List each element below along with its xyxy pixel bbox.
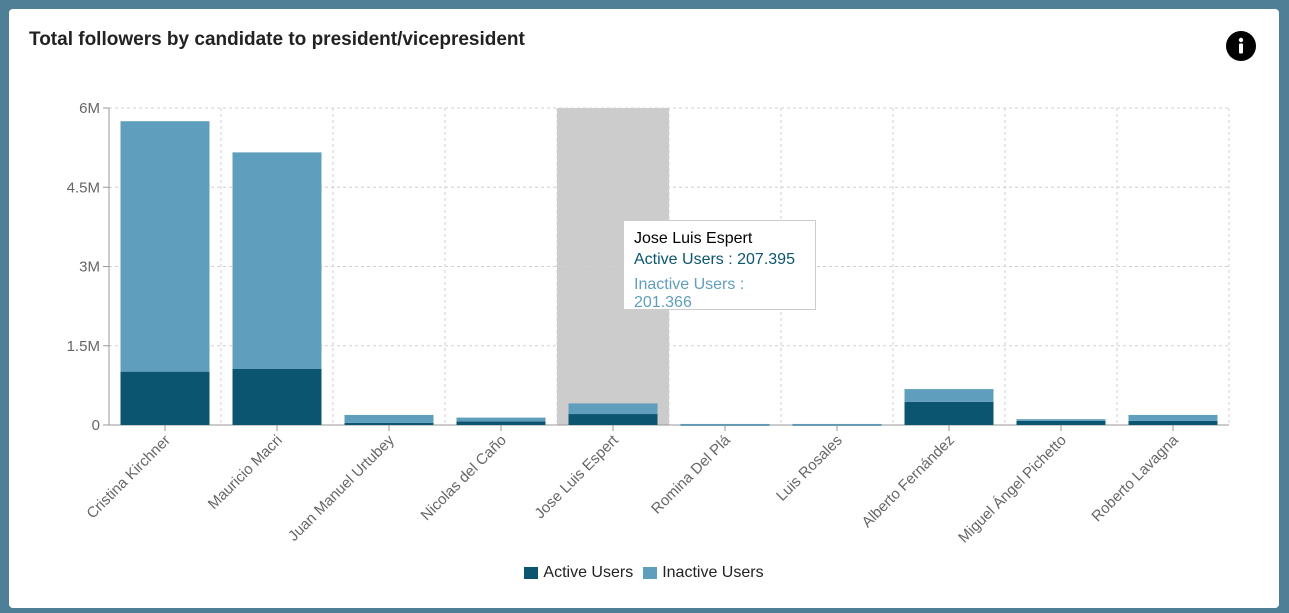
x-tick-label: Juan Manuel Urtubey [285, 431, 398, 544]
bar-active [1128, 420, 1218, 425]
x-tick-label: Jose Luis Espert [531, 431, 622, 522]
x-tick-label: Miguel Ángel Pichetto [955, 432, 1070, 547]
chart-title: Total followers by candidate to presiden… [29, 29, 525, 50]
legend-item-active[interactable]: Active Users [524, 564, 633, 582]
tooltip-inactive: Inactive Users : 201.366 [634, 276, 745, 311]
x-tick-label: Nicolas del Caño [418, 432, 510, 524]
bar-active [1016, 420, 1106, 425]
chart-tooltip: Jose Luis Espert Active Users : 207.395 … [623, 220, 816, 311]
info-button[interactable] [1226, 31, 1256, 61]
info-icon [1238, 37, 1244, 54]
legend-swatch-inactive [643, 567, 658, 579]
x-tick-label: Luis Rosales [773, 432, 846, 505]
legend-label-inactive: Inactive Users [662, 564, 764, 581]
x-tick-label: Alberto Fernández [859, 432, 958, 531]
legend-swatch-active [524, 567, 539, 579]
bar-active [904, 401, 994, 425]
bar-chart: 0 1.5M 3M 4.5M 6M Cristina Kirchner Mauricio M… [67, 100, 1230, 547]
tooltip-active: Active Users : 207.395 [634, 251, 795, 268]
bar-active [456, 421, 546, 425]
bar-inactive [904, 389, 994, 402]
y-tick-label: 3M [79, 259, 100, 276]
x-tick-label: Roberto Lavagna [1088, 431, 1182, 525]
y-tick-label: 0 [92, 417, 100, 434]
bar-inactive [680, 423, 770, 425]
bar-inactive [1016, 419, 1106, 421]
chart-legend: Active Users Inactive Users [9, 564, 1279, 582]
y-tick-label: 1.5M [67, 338, 100, 355]
bar-inactive [344, 414, 434, 423]
x-tick-label: Cristina Kirchner [83, 432, 173, 522]
bar-inactive [456, 417, 546, 422]
bar-active [344, 422, 434, 425]
legend-label-active: Active Users [543, 564, 634, 581]
chart-card: Total followers by candidate to presiden… [9, 9, 1279, 608]
y-tick-label: 6M [79, 100, 100, 117]
legend-item-inactive[interactable]: Inactive Users [643, 564, 764, 582]
bar-inactive [792, 423, 882, 425]
bar-active [120, 371, 210, 425]
bar-inactive [568, 403, 658, 415]
x-tick-label: Mauricio Macri [205, 432, 286, 513]
tooltip-name: Jose Luis Espert [634, 230, 753, 247]
x-tick-label: Romina Del Plá [648, 431, 734, 517]
bar-inactive [1128, 414, 1218, 421]
bar-inactive [232, 152, 322, 369]
bar-active [568, 414, 658, 425]
y-tick-label: 4.5M [67, 179, 100, 196]
bar-inactive [120, 121, 210, 372]
bar-active [232, 368, 322, 425]
